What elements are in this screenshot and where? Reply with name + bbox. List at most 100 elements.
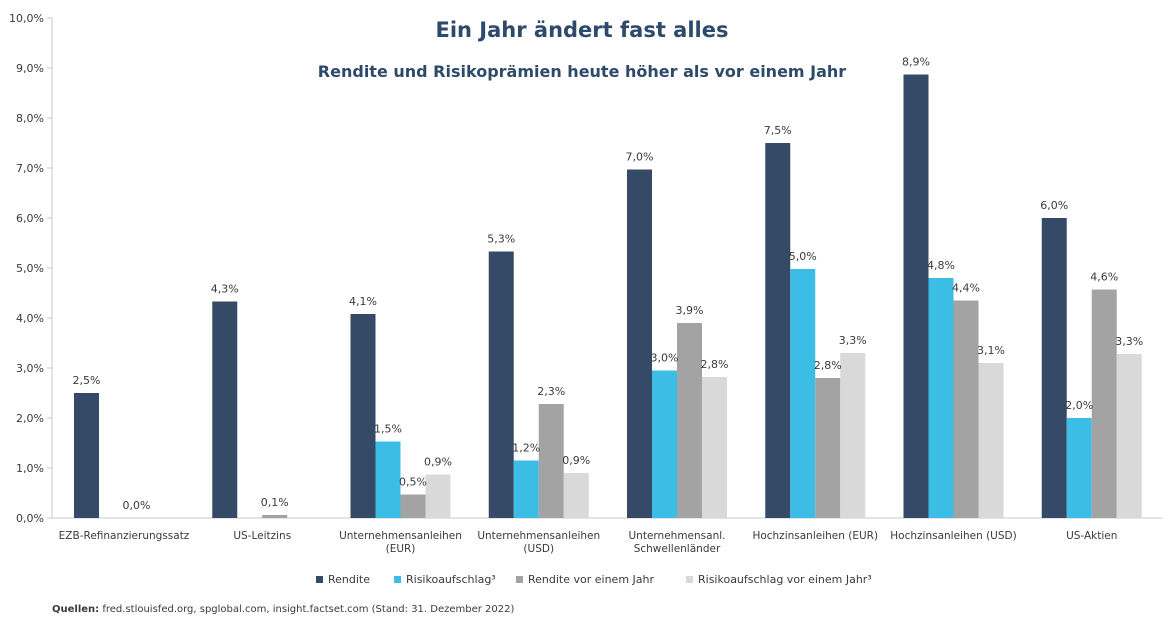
category-label: US-Aktien [1066, 530, 1117, 542]
category-label: US-Leitzins [233, 530, 291, 542]
bar-2-3 [538, 404, 564, 518]
legend-swatch [394, 576, 401, 583]
bar-3-2 [425, 474, 451, 518]
category-label-line: US-Aktien [1066, 530, 1117, 542]
y-tick-label: 8,0% [16, 112, 44, 125]
legend-label: Risikoaufschlag³ [406, 573, 496, 586]
data-label: 3,3% [839, 334, 867, 347]
data-label: 5,0% [789, 250, 817, 263]
data-label: 3,1% [977, 344, 1005, 357]
data-label: 2,3% [537, 385, 565, 398]
category-label-line: Hochzinsanleihen (EUR) [752, 530, 878, 542]
data-label: 4,1% [349, 295, 377, 308]
category-label-line: (USD) [523, 543, 554, 555]
bar-0-7 [1041, 218, 1067, 518]
category-label: EZB-Refinanzierungssatz [59, 530, 190, 542]
data-label: 0,9% [562, 454, 590, 467]
bar-2-4 [677, 323, 702, 518]
bar-3-3 [563, 473, 589, 518]
data-label: 4,8% [927, 259, 955, 272]
legend: Rendite Risikoaufschlag³ Rendite vor einem… [316, 573, 872, 586]
y-tick-label: 6,0% [16, 212, 44, 225]
data-label: 3,0% [651, 352, 679, 365]
bar-2-2 [400, 494, 426, 518]
bar-1-3 [513, 460, 539, 518]
chart-title: Ein Jahr ändert fast alles [436, 18, 729, 42]
y-tick-label: 10,0% [9, 12, 44, 25]
y-tick-label: 9,0% [16, 62, 44, 75]
data-label: 2,8% [701, 358, 729, 371]
bar-2-1 [262, 515, 288, 518]
bar-2-5 [815, 378, 841, 518]
bars-group [74, 74, 1142, 518]
bar-1-4 [652, 370, 677, 518]
category-label: Unternehmensanl. Schwellenländer [629, 530, 726, 555]
legend-swatch [316, 576, 323, 583]
source-label: Quellen: [52, 604, 99, 615]
data-label: 0,9% [424, 456, 452, 469]
data-label: 0,0% [123, 499, 151, 512]
category-label-line: Unternehmensanleihen [477, 530, 600, 542]
data-label: 0,1% [261, 496, 289, 509]
data-label: 5,3% [487, 233, 515, 246]
bar-1-7 [1066, 418, 1092, 518]
chart-subtitle: Rendite und Risikoprämien heute höher al… [318, 62, 847, 81]
bar-0-1 [212, 301, 238, 518]
source-note: Quellen: fred.stlouisfed.org, spglobal.c… [52, 604, 515, 615]
data-label: 7,0% [626, 151, 654, 164]
category-label: Hochzinsanleihen (EUR) [752, 530, 878, 542]
category-label-line: US-Leitzins [233, 530, 291, 542]
data-label: 4,6% [1090, 271, 1118, 284]
bar-3-4 [702, 377, 727, 518]
source-text: fred.stlouisfed.org, spglobal.com, insig… [99, 604, 514, 615]
category-label-line: Unternehmensanleihen [339, 530, 462, 542]
data-label: 4,4% [952, 282, 980, 295]
bar-0-5 [765, 143, 791, 518]
bar-3-6 [978, 363, 1004, 518]
category-label: Unternehmensanleihen (EUR) [339, 530, 462, 555]
data-label: 1,5% [374, 423, 402, 436]
category-label-line: Schwellenländer [634, 543, 721, 555]
legend-label: Risikoaufschlag vor einem Jahr³ [698, 573, 872, 586]
category-labels-group: EZB-Refinanzierungssatz US-Leitzins Untern… [59, 530, 1118, 555]
bar-1-2 [375, 441, 401, 518]
y-tick-label: 2,0% [16, 412, 44, 425]
legend-label: Rendite vor einem Jahr [528, 573, 654, 586]
bar-0-2 [350, 314, 376, 518]
bar-3-7 [1116, 354, 1142, 518]
bar-0-3 [488, 251, 514, 518]
y-tick-label: 4,0% [16, 312, 44, 325]
data-label: 2,5% [73, 374, 101, 387]
bar-0-6 [903, 74, 929, 518]
data-label: 3,3% [1115, 335, 1143, 348]
category-label-line: (EUR) [386, 543, 416, 555]
data-label: 6,0% [1040, 199, 1068, 212]
y-tick-label: 1,0% [16, 462, 44, 475]
data-label: 4,3% [211, 283, 239, 296]
data-label: 0,5% [399, 476, 427, 489]
bar-1-5 [790, 269, 816, 518]
bar-1-6 [928, 278, 954, 518]
data-labels-group: 2,5% 0,0% 4,3% 0,1% 4,1% 1,5% 0,5% 0,9% 5,3% 1,2%… [73, 56, 1144, 513]
category-label: Hochzinsanleihen (USD) [890, 530, 1016, 542]
bar-0-0 [74, 393, 99, 518]
category-label-line: Unternehmensanl. [629, 530, 726, 542]
bar-3-5 [840, 353, 866, 518]
data-label: 3,9% [676, 304, 704, 317]
legend-swatch [686, 576, 693, 583]
legend-swatch [516, 576, 523, 583]
y-tick-label: 3,0% [16, 362, 44, 375]
category-label: Unternehmensanleihen (USD) [477, 530, 600, 555]
y-tick-label: 5,0% [16, 262, 44, 275]
y-tick-label: 7,0% [16, 162, 44, 175]
data-label: 1,2% [512, 442, 540, 455]
legend-label: Rendite [328, 573, 370, 586]
bar-2-6 [953, 300, 979, 518]
data-label: 2,8% [814, 359, 842, 372]
bar-0-4 [627, 169, 652, 518]
bar-2-7 [1091, 289, 1117, 518]
category-label-line: EZB-Refinanzierungssatz [59, 530, 190, 542]
category-label-line: Hochzinsanleihen (USD) [890, 530, 1016, 542]
data-label: 2,0% [1065, 399, 1093, 412]
